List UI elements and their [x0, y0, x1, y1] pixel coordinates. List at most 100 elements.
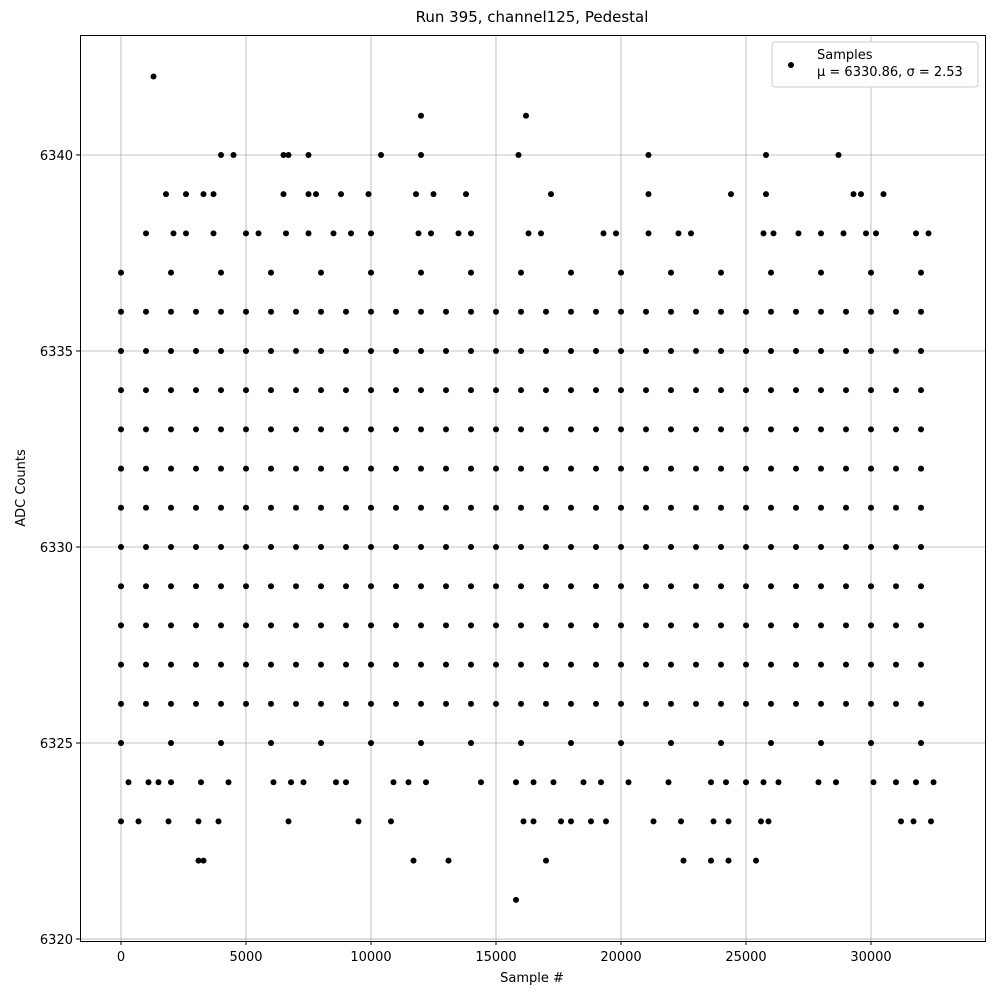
point — [243, 583, 249, 590]
point — [168, 544, 174, 551]
point — [293, 308, 299, 315]
point — [693, 661, 699, 668]
point — [743, 308, 749, 315]
point — [568, 426, 574, 433]
point — [688, 230, 694, 237]
point — [568, 269, 574, 276]
point — [193, 700, 199, 707]
point — [343, 661, 349, 668]
point — [768, 740, 774, 747]
point — [443, 426, 449, 433]
point — [593, 347, 599, 354]
point — [268, 661, 274, 668]
point — [368, 308, 374, 315]
point — [833, 779, 839, 786]
point — [568, 622, 574, 629]
point — [305, 191, 312, 198]
point — [423, 779, 429, 786]
x-tick-label: 25000 — [725, 950, 766, 965]
point — [893, 700, 899, 707]
point — [280, 191, 287, 198]
x-tick-label: 20000 — [600, 950, 641, 965]
point — [293, 347, 299, 354]
point — [918, 426, 924, 433]
point — [378, 151, 384, 158]
point — [930, 779, 937, 786]
legend-box — [771, 41, 979, 88]
point — [718, 583, 724, 590]
point — [118, 387, 124, 394]
point — [675, 230, 682, 237]
point — [193, 465, 199, 472]
point — [443, 465, 449, 472]
point — [643, 544, 649, 551]
point — [468, 740, 474, 747]
point — [743, 504, 749, 511]
point — [643, 661, 649, 668]
point — [218, 347, 224, 354]
point — [293, 465, 299, 472]
point — [768, 269, 774, 276]
point — [818, 269, 824, 276]
point — [668, 583, 674, 590]
point — [243, 700, 249, 707]
point — [568, 465, 574, 472]
point — [918, 583, 924, 590]
point — [468, 583, 474, 590]
point — [693, 308, 699, 315]
point — [913, 779, 919, 786]
point — [468, 347, 474, 354]
point — [468, 308, 474, 315]
point — [645, 230, 652, 237]
point — [230, 151, 237, 158]
point — [388, 818, 394, 825]
point — [468, 544, 474, 551]
point — [668, 504, 674, 511]
point — [643, 426, 649, 433]
point — [333, 779, 339, 786]
point — [868, 661, 874, 668]
point — [818, 347, 824, 354]
point — [618, 700, 624, 707]
point — [693, 700, 699, 707]
point — [318, 700, 324, 707]
point — [348, 230, 354, 237]
point — [818, 387, 824, 394]
point — [193, 544, 199, 551]
point — [725, 818, 732, 825]
point — [493, 426, 499, 433]
x-axis-label: Sample # — [500, 971, 564, 986]
point — [910, 818, 917, 825]
point — [893, 387, 899, 394]
point — [893, 779, 899, 786]
point — [318, 740, 324, 747]
point — [268, 465, 274, 472]
point — [343, 347, 349, 354]
point — [753, 857, 759, 864]
point — [568, 740, 574, 747]
point — [418, 661, 424, 668]
point — [443, 544, 449, 551]
legend-label: Samples — [817, 48, 873, 63]
point — [850, 191, 857, 198]
point — [225, 779, 232, 786]
point — [580, 779, 587, 786]
point — [368, 465, 374, 472]
point — [668, 269, 674, 276]
point — [143, 308, 149, 315]
point — [768, 622, 774, 629]
point — [543, 544, 549, 551]
point — [868, 583, 874, 590]
point — [368, 583, 374, 590]
point — [418, 426, 424, 433]
point — [318, 347, 324, 354]
point — [843, 661, 849, 668]
point — [418, 740, 424, 747]
point — [468, 230, 474, 237]
point — [893, 426, 899, 433]
point — [668, 740, 674, 747]
point — [393, 544, 399, 551]
point — [218, 151, 224, 158]
point — [793, 504, 799, 511]
